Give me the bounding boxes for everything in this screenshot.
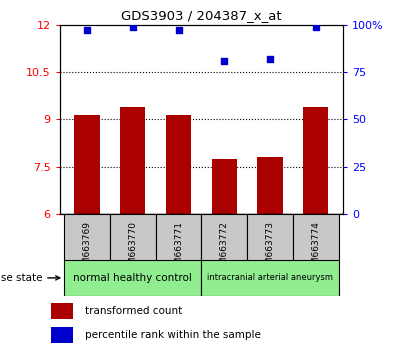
Text: intracranial arterial aneurysm: intracranial arterial aneurysm	[207, 273, 333, 282]
Bar	[64, 214, 110, 260]
Bar	[303, 108, 328, 214]
Bar	[293, 214, 339, 260]
Text: transformed count: transformed count	[85, 306, 182, 316]
Point	[175, 28, 182, 33]
Bar	[74, 115, 99, 214]
Text: GSM663771: GSM663771	[174, 221, 183, 276]
Point	[221, 58, 228, 64]
Bar	[51, 327, 74, 343]
Text: GSM663773: GSM663773	[266, 221, 275, 276]
Text: GSM663770: GSM663770	[128, 221, 137, 276]
Text: percentile rank within the sample: percentile rank within the sample	[85, 330, 261, 340]
Text: normal healthy control: normal healthy control	[73, 273, 192, 283]
Text: GSM663774: GSM663774	[311, 221, 320, 276]
Text: disease state: disease state	[0, 273, 60, 283]
Bar	[166, 115, 191, 214]
Point	[129, 24, 136, 29]
Point	[312, 24, 319, 29]
Point	[267, 56, 273, 62]
Bar	[257, 157, 283, 214]
Bar	[110, 214, 156, 260]
Point	[84, 28, 90, 33]
Title: GDS3903 / 204387_x_at: GDS3903 / 204387_x_at	[121, 9, 282, 22]
Bar	[64, 260, 201, 296]
Bar	[120, 108, 145, 214]
Bar	[247, 214, 293, 260]
Bar	[212, 159, 237, 214]
Text: GSM663769: GSM663769	[83, 221, 92, 276]
Bar	[156, 214, 201, 260]
Text: GSM663772: GSM663772	[220, 221, 229, 276]
Bar	[51, 303, 74, 319]
Bar	[201, 260, 339, 296]
Bar	[201, 214, 247, 260]
